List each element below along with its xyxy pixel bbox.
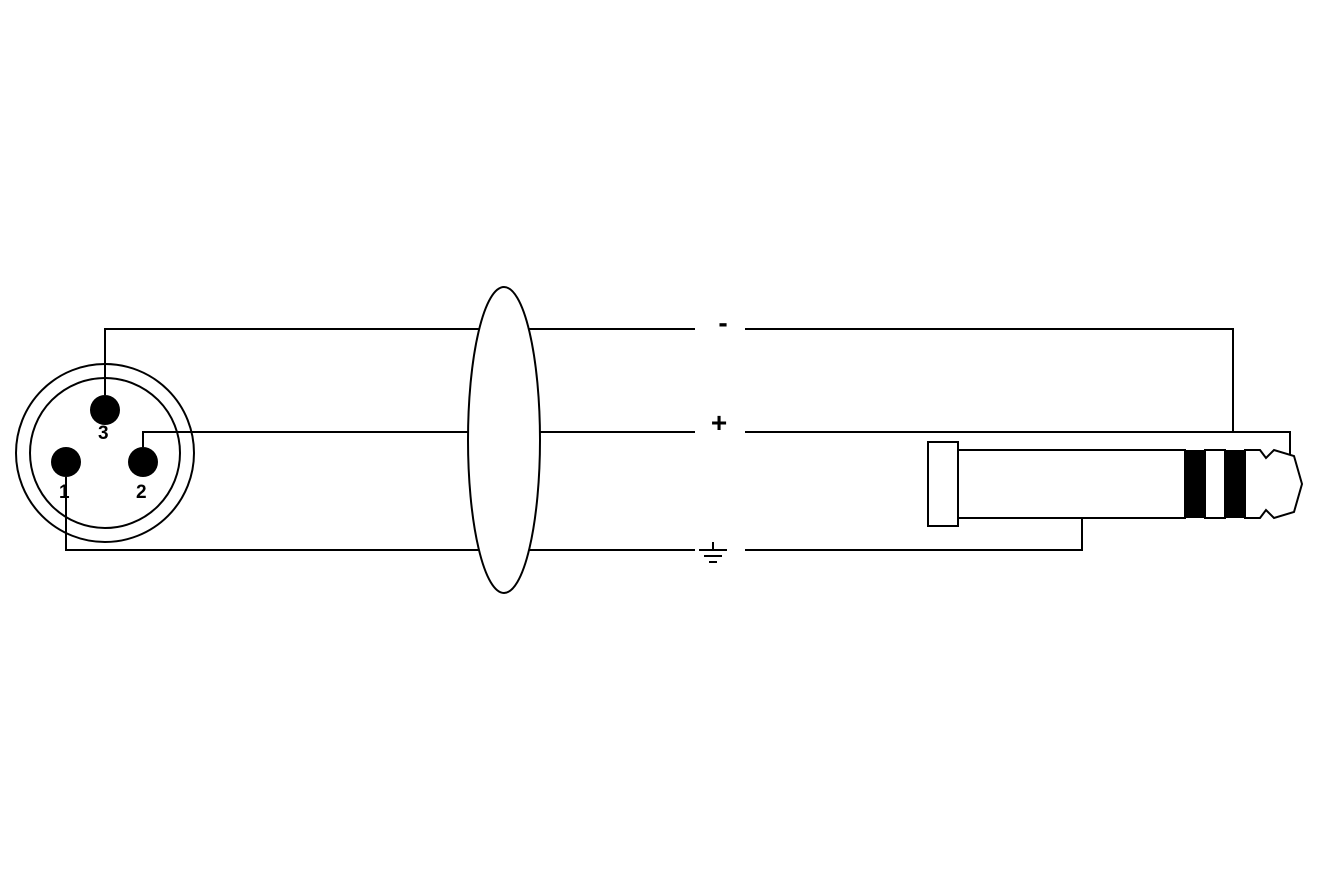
ground-symbol xyxy=(699,542,727,562)
signal-plus-label: + xyxy=(711,407,727,438)
trs-plug xyxy=(928,442,1302,526)
xlr-pin-3-label: 3 xyxy=(98,423,109,444)
xlr-to-trs-wiring-diagram: 1 2 3 - + xyxy=(0,0,1324,871)
wire-minus-right xyxy=(745,329,1233,432)
xlr-pin-1-label: 1 xyxy=(59,482,70,503)
xlr-pin-2 xyxy=(128,447,158,477)
wire-ground-right xyxy=(745,514,1082,550)
wire-plus-left xyxy=(143,432,695,447)
wire-minus-left xyxy=(105,329,695,395)
signal-minus-label: - xyxy=(718,307,727,338)
xlr-pin-1 xyxy=(51,447,81,477)
xlr-pin-2-label: 2 xyxy=(136,482,147,503)
cable-shield-ellipse xyxy=(468,287,540,593)
xlr-pin-3 xyxy=(90,395,120,425)
